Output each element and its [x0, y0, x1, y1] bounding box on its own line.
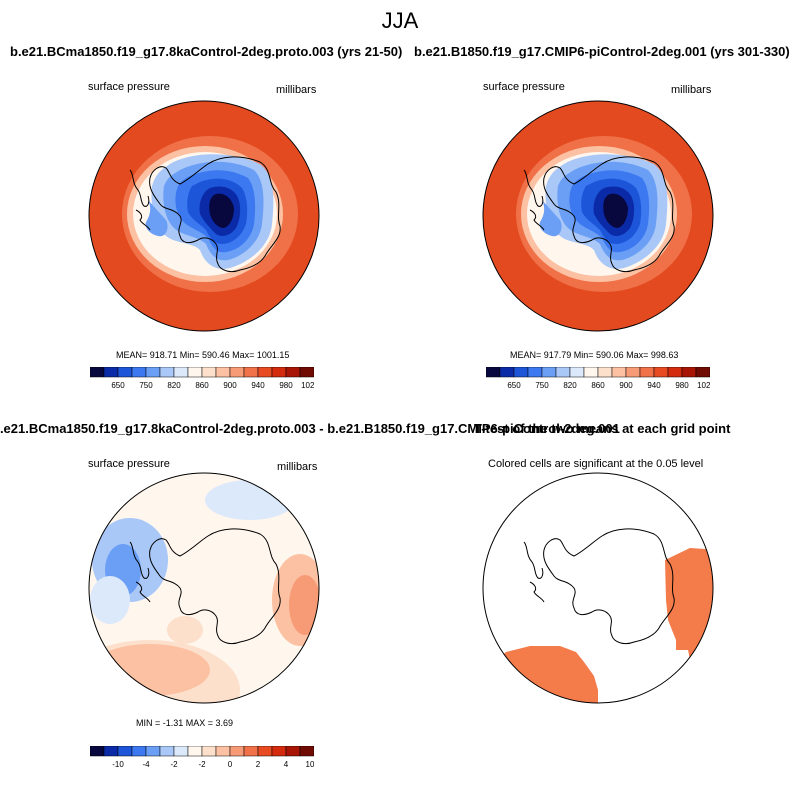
- colorbar-tick-label: -2: [198, 760, 206, 769]
- colorbar-swatch: [499, 366, 515, 378]
- colorbar-swatch: [583, 366, 599, 378]
- colorbar-tick-label: 750: [139, 381, 153, 390]
- colorbar-swatch: [117, 366, 133, 378]
- panel-3-title: b.e21.BCma1850.f19_g17.8kaControl-2deg.p…: [0, 421, 620, 436]
- colorbar-tick-label: 820: [167, 381, 181, 390]
- panel-2-left-label: surface pressure: [483, 81, 565, 93]
- figure-title: JJA: [381, 8, 419, 33]
- colorbar-swatch: [201, 745, 217, 757]
- colorbar-tick-label: -4: [142, 760, 150, 769]
- colorbar-swatch: [625, 366, 641, 378]
- colorbar-tick-label: 980: [675, 381, 689, 390]
- colorbar-swatch: [257, 745, 273, 757]
- colorbar-swatch: [103, 366, 119, 378]
- colorbar-tick-label: 940: [251, 381, 265, 390]
- colorbar-swatch: [131, 366, 147, 378]
- colorbar-swatch: [187, 745, 203, 757]
- colorbar-swatch: [215, 745, 231, 757]
- colorbar-tick-label: -10: [112, 760, 124, 769]
- colorbar-swatch: [639, 366, 655, 378]
- colorbar-swatch: [271, 366, 287, 378]
- panel-3-left-label: surface pressure: [88, 458, 170, 470]
- colorbar-swatch: [103, 745, 119, 757]
- colorbar-swatch: [681, 366, 697, 378]
- colorbar-swatch: [285, 366, 301, 378]
- panel-3-stats: MIN = -1.31 MAX = 3.69: [136, 718, 234, 728]
- colorbar-swatch: [597, 366, 613, 378]
- colorbar-2-svg: 650 750 820 860 900 940 980 1020: [485, 366, 715, 390]
- panel-1-map: [89, 101, 319, 331]
- colorbar-tick-label: 1020: [697, 381, 710, 390]
- panel-2-map: [483, 101, 713, 331]
- colorbar-swatch: [695, 366, 711, 378]
- colorbar-tick-label: -2: [170, 760, 178, 769]
- colorbar-swatch: [229, 745, 245, 757]
- colorbar-swatch: [173, 745, 189, 757]
- colorbar-swatch: [145, 366, 161, 378]
- panel-4-map: [483, 473, 713, 703]
- colorbar-tick-label: 4: [284, 760, 289, 769]
- colorbar-1-svg: 650 750 820 860 900 940 980 1020: [89, 366, 319, 390]
- panel-1-right-label: millibars: [276, 84, 317, 96]
- colorbar-tick-label: 980: [279, 381, 293, 390]
- colorbar-tick-label: 820: [563, 381, 577, 390]
- colorbar-swatch: [299, 366, 315, 378]
- colorbar-swatch: [187, 366, 203, 378]
- panel-2-right-label: millibars: [671, 84, 712, 96]
- panel-1-title: b.e21.BCma1850.f19_g17.8kaControl-2deg.p…: [10, 44, 403, 59]
- colorbar-tick-label: 2: [256, 760, 261, 769]
- colorbar-tick-label: 860: [195, 381, 209, 390]
- colorbar-swatch: [89, 366, 105, 378]
- colorbar-swatch: [229, 366, 245, 378]
- colorbar-tick-label: 10: [306, 760, 314, 769]
- colorbar-swatch: [215, 366, 231, 378]
- panel-4-subtitle: Colored cells are significant at the 0.0…: [488, 458, 704, 470]
- colorbar-swatch: [667, 366, 683, 378]
- panel-2-title: b.e21.B1850.f19_g17.CMIP6-piControl-2deg…: [414, 44, 790, 59]
- colorbar-swatch: [173, 366, 189, 378]
- colorbar-tick-label: 860: [591, 381, 605, 390]
- panel-1-stats: MEAN= 918.71 Min= 590.46 Max= 1001.15: [116, 350, 290, 360]
- colorbar-tick-label: 0: [228, 760, 233, 769]
- colorbar-swatch: [541, 366, 557, 378]
- colorbar-tick-label: 750: [535, 381, 549, 390]
- colorbar-tick-label: 650: [507, 381, 521, 390]
- colorbar-swatch: [201, 366, 217, 378]
- colorbar-tick-label: 650: [111, 381, 125, 390]
- colorbar-swatch: [285, 745, 301, 757]
- panel-3-right-label: millibars: [277, 461, 318, 473]
- colorbar-tick-label: 900: [619, 381, 633, 390]
- colorbar-swatch: [485, 366, 501, 378]
- colorbar-swatch: [527, 366, 543, 378]
- colorbar-3: -10 -4 -2 -2 0 2 4 10: [89, 745, 315, 775]
- colorbar-tick-label: 1020: [301, 381, 314, 390]
- colorbar-2: 650 750 820 860 900 940 980 1020: [485, 366, 715, 396]
- panel-3-map: [89, 473, 319, 703]
- colorbar-swatch: [131, 745, 147, 757]
- panel-1-left-label: surface pressure: [88, 81, 170, 93]
- colorbar-swatch: [89, 745, 105, 757]
- colorbar-swatch: [653, 366, 669, 378]
- colorbar-swatch: [159, 745, 175, 757]
- colorbar-swatch: [555, 366, 571, 378]
- colorbar-swatch: [271, 745, 287, 757]
- colorbar-swatch: [569, 366, 585, 378]
- panel-4-title: T-test of the two means at each grid poi…: [474, 421, 731, 436]
- colorbar-swatch: [611, 366, 627, 378]
- colorbar-swatch: [513, 366, 529, 378]
- colorbar-tick-label: 900: [223, 381, 237, 390]
- colorbar-tick-label: 940: [647, 381, 661, 390]
- colorbar-swatch: [257, 366, 273, 378]
- panel-2-stats: MEAN= 917.79 Min= 590.06 Max= 998.63: [510, 350, 679, 360]
- colorbar-swatch: [159, 366, 175, 378]
- colorbar-swatch: [243, 366, 259, 378]
- colorbar-swatch: [145, 745, 161, 757]
- colorbar-swatch: [243, 745, 259, 757]
- colorbar-1: 650 750 820 860 900 940 980 1020: [89, 366, 319, 396]
- colorbar-swatch: [299, 745, 315, 757]
- colorbar-swatch: [117, 745, 133, 757]
- colorbar-3-svg: -10 -4 -2 -2 0 2 4 10: [89, 745, 315, 769]
